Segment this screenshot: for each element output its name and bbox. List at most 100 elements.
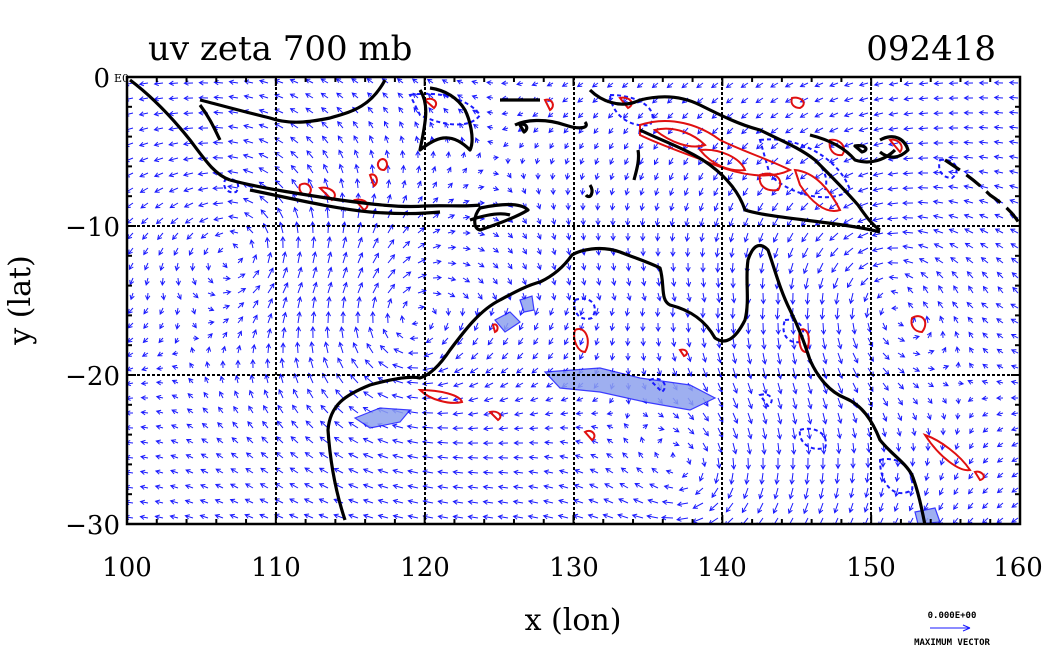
- wind-vector: [1008, 80, 1019, 86]
- wind-vector: [138, 157, 149, 163]
- wind-vector: [882, 337, 890, 345]
- wind-vector: [828, 127, 839, 133]
- wind-vector: [978, 110, 989, 116]
- wind-vector: [609, 307, 615, 317]
- wind-vector: [715, 322, 722, 334]
- wind-vector: [243, 94, 254, 100]
- wind-vector: [407, 484, 419, 490]
- wind-vector: [830, 247, 839, 257]
- wind-vector: [452, 484, 464, 490]
- wind-vector: [157, 232, 164, 241]
- wind-vector: [676, 516, 689, 522]
- wind-vector: [762, 382, 768, 395]
- wind-vector: [791, 352, 798, 365]
- wind-vector: [878, 502, 884, 513]
- wind-vector: [140, 424, 149, 431]
- wind-vector: [1008, 154, 1019, 160]
- wind-vector: [171, 409, 179, 415]
- wind-vector: [634, 482, 644, 489]
- wind-vector: [981, 411, 989, 417]
- wind-vector: [833, 502, 839, 514]
- wind-vector: [744, 472, 750, 485]
- wind-vector: [462, 245, 471, 252]
- wind-vector: [802, 262, 809, 275]
- wind-vector: [492, 247, 500, 253]
- wind-vector: [289, 498, 299, 504]
- wind-vector: [182, 171, 194, 177]
- wind-vector: [237, 257, 244, 264]
- wind-vector: [917, 229, 929, 235]
- wind-vector: [364, 359, 374, 369]
- wind-vector: [531, 81, 539, 87]
- wind-vector: [455, 352, 464, 360]
- wind-vector: [289, 467, 299, 474]
- wind-vector: [289, 483, 299, 489]
- wind-vector: [341, 221, 347, 234]
- wind-vector: [590, 453, 599, 459]
- wind-vector: [745, 322, 751, 335]
- wind-vector: [848, 502, 854, 514]
- wind-vector: [521, 187, 527, 195]
- wind-vector: [637, 112, 644, 119]
- wind-vector: [304, 452, 314, 459]
- wind-vector: [431, 165, 437, 174]
- wind-vector: [954, 427, 961, 436]
- wind-vector: [1008, 139, 1019, 145]
- wind-vector: [160, 292, 166, 301]
- wind-vector: [438, 367, 449, 373]
- wind-vector: [297, 281, 303, 294]
- wind-vector: [872, 262, 884, 268]
- wind-vector: [447, 245, 457, 251]
- wind-vector: [528, 454, 539, 461]
- wind-vector: [940, 427, 946, 436]
- wind-vector: [942, 364, 950, 370]
- wind-vector: [654, 172, 660, 181]
- wind-vector: [789, 472, 795, 485]
- wind-vector: [982, 487, 989, 494]
- wind-vector: [773, 247, 779, 259]
- wind-vector: [430, 150, 436, 159]
- wind-vector: [912, 334, 921, 340]
- wind-vector: [967, 316, 974, 324]
- wind-vector: [247, 420, 254, 429]
- wind-vector: [672, 367, 678, 377]
- wind-vector: [773, 487, 779, 500]
- wind-vector: [398, 106, 404, 114]
- wind-vector: [261, 436, 269, 444]
- wind-vector: [447, 276, 457, 282]
- wind-vector: [799, 157, 809, 164]
- wind-vector: [459, 322, 464, 332]
- wind-vector: [141, 217, 149, 225]
- wind-vector: [501, 110, 509, 116]
- wind-vector: [790, 292, 796, 306]
- wind-vector: [805, 442, 812, 456]
- wind-vector: [821, 442, 827, 455]
- wind-vector: [243, 212, 254, 219]
- wind-vector: [199, 499, 209, 504]
- wind-vector: [726, 127, 734, 135]
- wind-vector: [482, 469, 494, 476]
- wind-vector: [982, 332, 989, 339]
- wind-vector: [417, 304, 426, 311]
- wind-vector: [588, 498, 599, 504]
- wind-vector: [908, 502, 914, 512]
- wind-vector: [369, 135, 374, 144]
- wind-vector: [217, 247, 224, 254]
- wind-vector: [470, 352, 479, 360]
- wind-vector: [192, 292, 199, 299]
- wind-vector: [201, 422, 209, 429]
- wind-vector: [267, 312, 273, 324]
- wind-vector: [214, 231, 224, 237]
- wind-vector: [831, 262, 839, 274]
- wind-vector: [127, 337, 134, 343]
- wind-vector: [174, 307, 181, 316]
- wind-vector: [994, 213, 1004, 219]
- wind-vector: [969, 412, 975, 419]
- wind-vector: [606, 410, 614, 416]
- wind-vector: [402, 271, 412, 279]
- wind-vector: [963, 184, 974, 190]
- wind-vector: [171, 232, 179, 241]
- y-tick-labels: 0 −10 −20 −30: [65, 64, 120, 541]
- wind-vector: [402, 225, 410, 234]
- wind-vector: [894, 472, 900, 483]
